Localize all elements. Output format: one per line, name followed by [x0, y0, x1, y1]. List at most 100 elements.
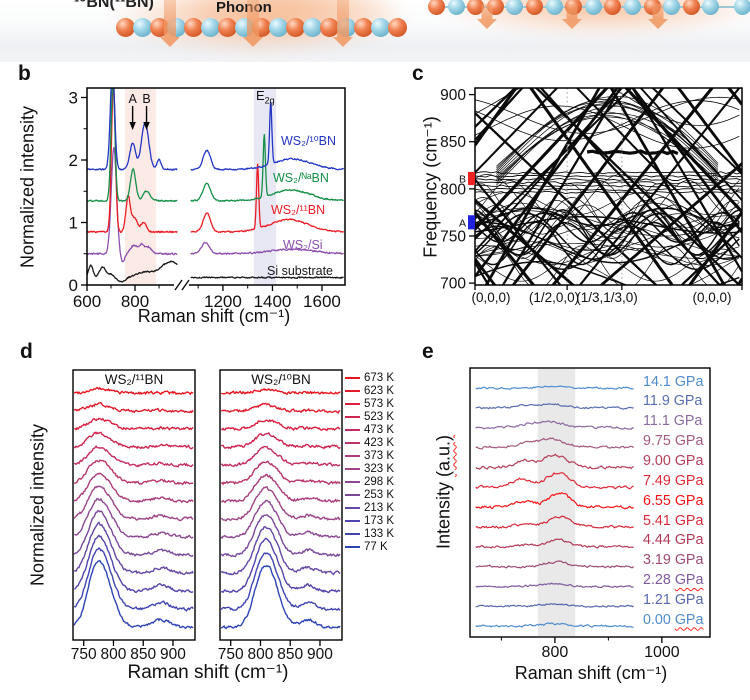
- spectrum-curve: [190, 241, 344, 256]
- legend-item: 133 K: [345, 528, 394, 541]
- spectrum-curve: [87, 88, 178, 203]
- pressure-unit: GPa: [674, 532, 704, 549]
- series-label: WS₂/¹⁰BN: [281, 134, 336, 148]
- spectrum-curve: [220, 432, 341, 450]
- legend-item: 423 K: [345, 436, 394, 449]
- phonon-branch: [475, 221, 740, 264]
- arrow-shaft: [247, 0, 259, 37]
- spectrum-curve: [74, 534, 194, 594]
- legend-swatch: [345, 389, 360, 392]
- spectrum-curve: [220, 445, 341, 468]
- chain-atom: [734, 0, 750, 15]
- pressure-label: 11.9 GPa: [643, 393, 702, 409]
- e2g-annotation: E2g: [256, 88, 275, 106]
- phonon-branch: [475, 221, 740, 256]
- panel-label-b: b: [18, 62, 31, 85]
- spectrum-curve: [87, 88, 178, 234]
- phonon-branch: [496, 100, 719, 176]
- pressure-value: 14.1: [643, 373, 675, 390]
- x-tick-label: 1000: [644, 644, 680, 661]
- phonon-branch: [496, 116, 719, 182]
- x-tick-label: 800: [542, 644, 569, 661]
- spectrum-curve: [475, 437, 635, 450]
- legend-label: 523 K: [364, 410, 395, 423]
- legend-swatch: [345, 493, 360, 496]
- kpoint-label: (0,0,0): [692, 290, 731, 305]
- legend-label: 623 K: [364, 384, 395, 397]
- chain-atom: [133, 18, 152, 37]
- axis-break-mask: [174, 280, 189, 290]
- chain-atom: [218, 18, 237, 37]
- legend-item: 573 K: [345, 397, 394, 410]
- spectrum-curve: [73, 521, 194, 576]
- phonon-branch: [475, 88, 742, 259]
- spectrum-curve: [220, 460, 341, 486]
- legend-swatch: [345, 402, 360, 405]
- panel-c-plot: 700 750 800 850 900 (0,0,0) (1/2,0,0)(1/3,1/3,…: [440, 87, 743, 305]
- spectrum-curve: [220, 564, 341, 630]
- spectrum-curve: [190, 275, 344, 279]
- kpoint-label: (1/3,1/3,0): [576, 290, 638, 305]
- e2g-main: E: [256, 88, 265, 103]
- panel-e-ylabel-text: Intensity: [433, 476, 454, 550]
- chain-atom: [604, 0, 622, 15]
- phonon-branch: [475, 248, 740, 266]
- chain-atom: [682, 0, 700, 15]
- chain-atom: [184, 18, 203, 37]
- x-tick-label: 850: [277, 646, 303, 663]
- plot-border: [474, 87, 743, 286]
- phonon-branch: [586, 149, 679, 156]
- spectrum-curve: [73, 485, 194, 522]
- pressure-label: 7.49 GPa: [643, 473, 703, 489]
- x-tick-label: 800: [101, 646, 127, 663]
- spectrum-curve: [190, 134, 344, 203]
- pressure-value: 5.41: [643, 512, 675, 529]
- phonon-branch: [475, 180, 740, 217]
- spectrum-curve: [220, 499, 341, 540]
- panel-label-e: e: [422, 340, 434, 363]
- spectrum-curve: [475, 385, 634, 390]
- y-tick-label: 3: [69, 89, 78, 108]
- panel-d-curves: [73, 386, 194, 630]
- pressure-label: 4.44 GPa: [643, 532, 703, 548]
- spectrum-curve: [475, 603, 634, 608]
- pressure-value: 6.55: [643, 492, 675, 509]
- arrow-shaft: [566, 4, 578, 19]
- legend-label: 473 K: [364, 423, 395, 436]
- pressure-unit: GPa: [674, 472, 704, 489]
- pressure-label: 1.21 GPa: [643, 592, 703, 608]
- spectrum-curve: [87, 88, 178, 171]
- series-label: WS₂/Si: [283, 238, 323, 252]
- panel-b-curves: [87, 88, 345, 283]
- phonon-arrow-icon: [648, 4, 668, 30]
- chain-atom: [467, 0, 485, 15]
- phonon-branch: [475, 184, 742, 188]
- chain-atom: [526, 0, 543, 15]
- spectrum-curve: [475, 560, 635, 569]
- spectrum-curve: [220, 514, 341, 558]
- phonon-branch: [475, 171, 742, 175]
- arrow-head: [562, 19, 582, 29]
- legend-swatch: [345, 546, 360, 549]
- panel-c-branches: [475, 88, 742, 285]
- chain-atom: [388, 18, 407, 37]
- spectrum-curve: [475, 453, 634, 470]
- chain-atom: [354, 18, 373, 37]
- axis-break-mark: [181, 279, 190, 291]
- phonon-branch: [475, 105, 740, 149]
- chain-atom: [116, 18, 135, 37]
- panel-b-plot: 0 1 2 3 600 800 1200 1400 1600 A B: [69, 87, 346, 311]
- pressure-value: 0.00: [643, 611, 675, 628]
- series-label: WS₂/¹¹BN: [271, 203, 326, 217]
- panel-e-curves: [475, 385, 635, 628]
- chain-atom: [506, 0, 524, 15]
- kpoint-label: (0,0,0): [471, 290, 510, 305]
- x-tick-label: 600: [73, 292, 101, 311]
- spectrum-curve: [220, 419, 341, 432]
- chain-atom: [545, 0, 563, 15]
- x-tick-label: 1600: [303, 292, 341, 311]
- spectrum-curve: [74, 417, 194, 431]
- legend-item: 473 K: [345, 423, 394, 436]
- pressure-label: 6.55 GPa: [643, 493, 703, 509]
- spectrum-curve: [74, 497, 194, 539]
